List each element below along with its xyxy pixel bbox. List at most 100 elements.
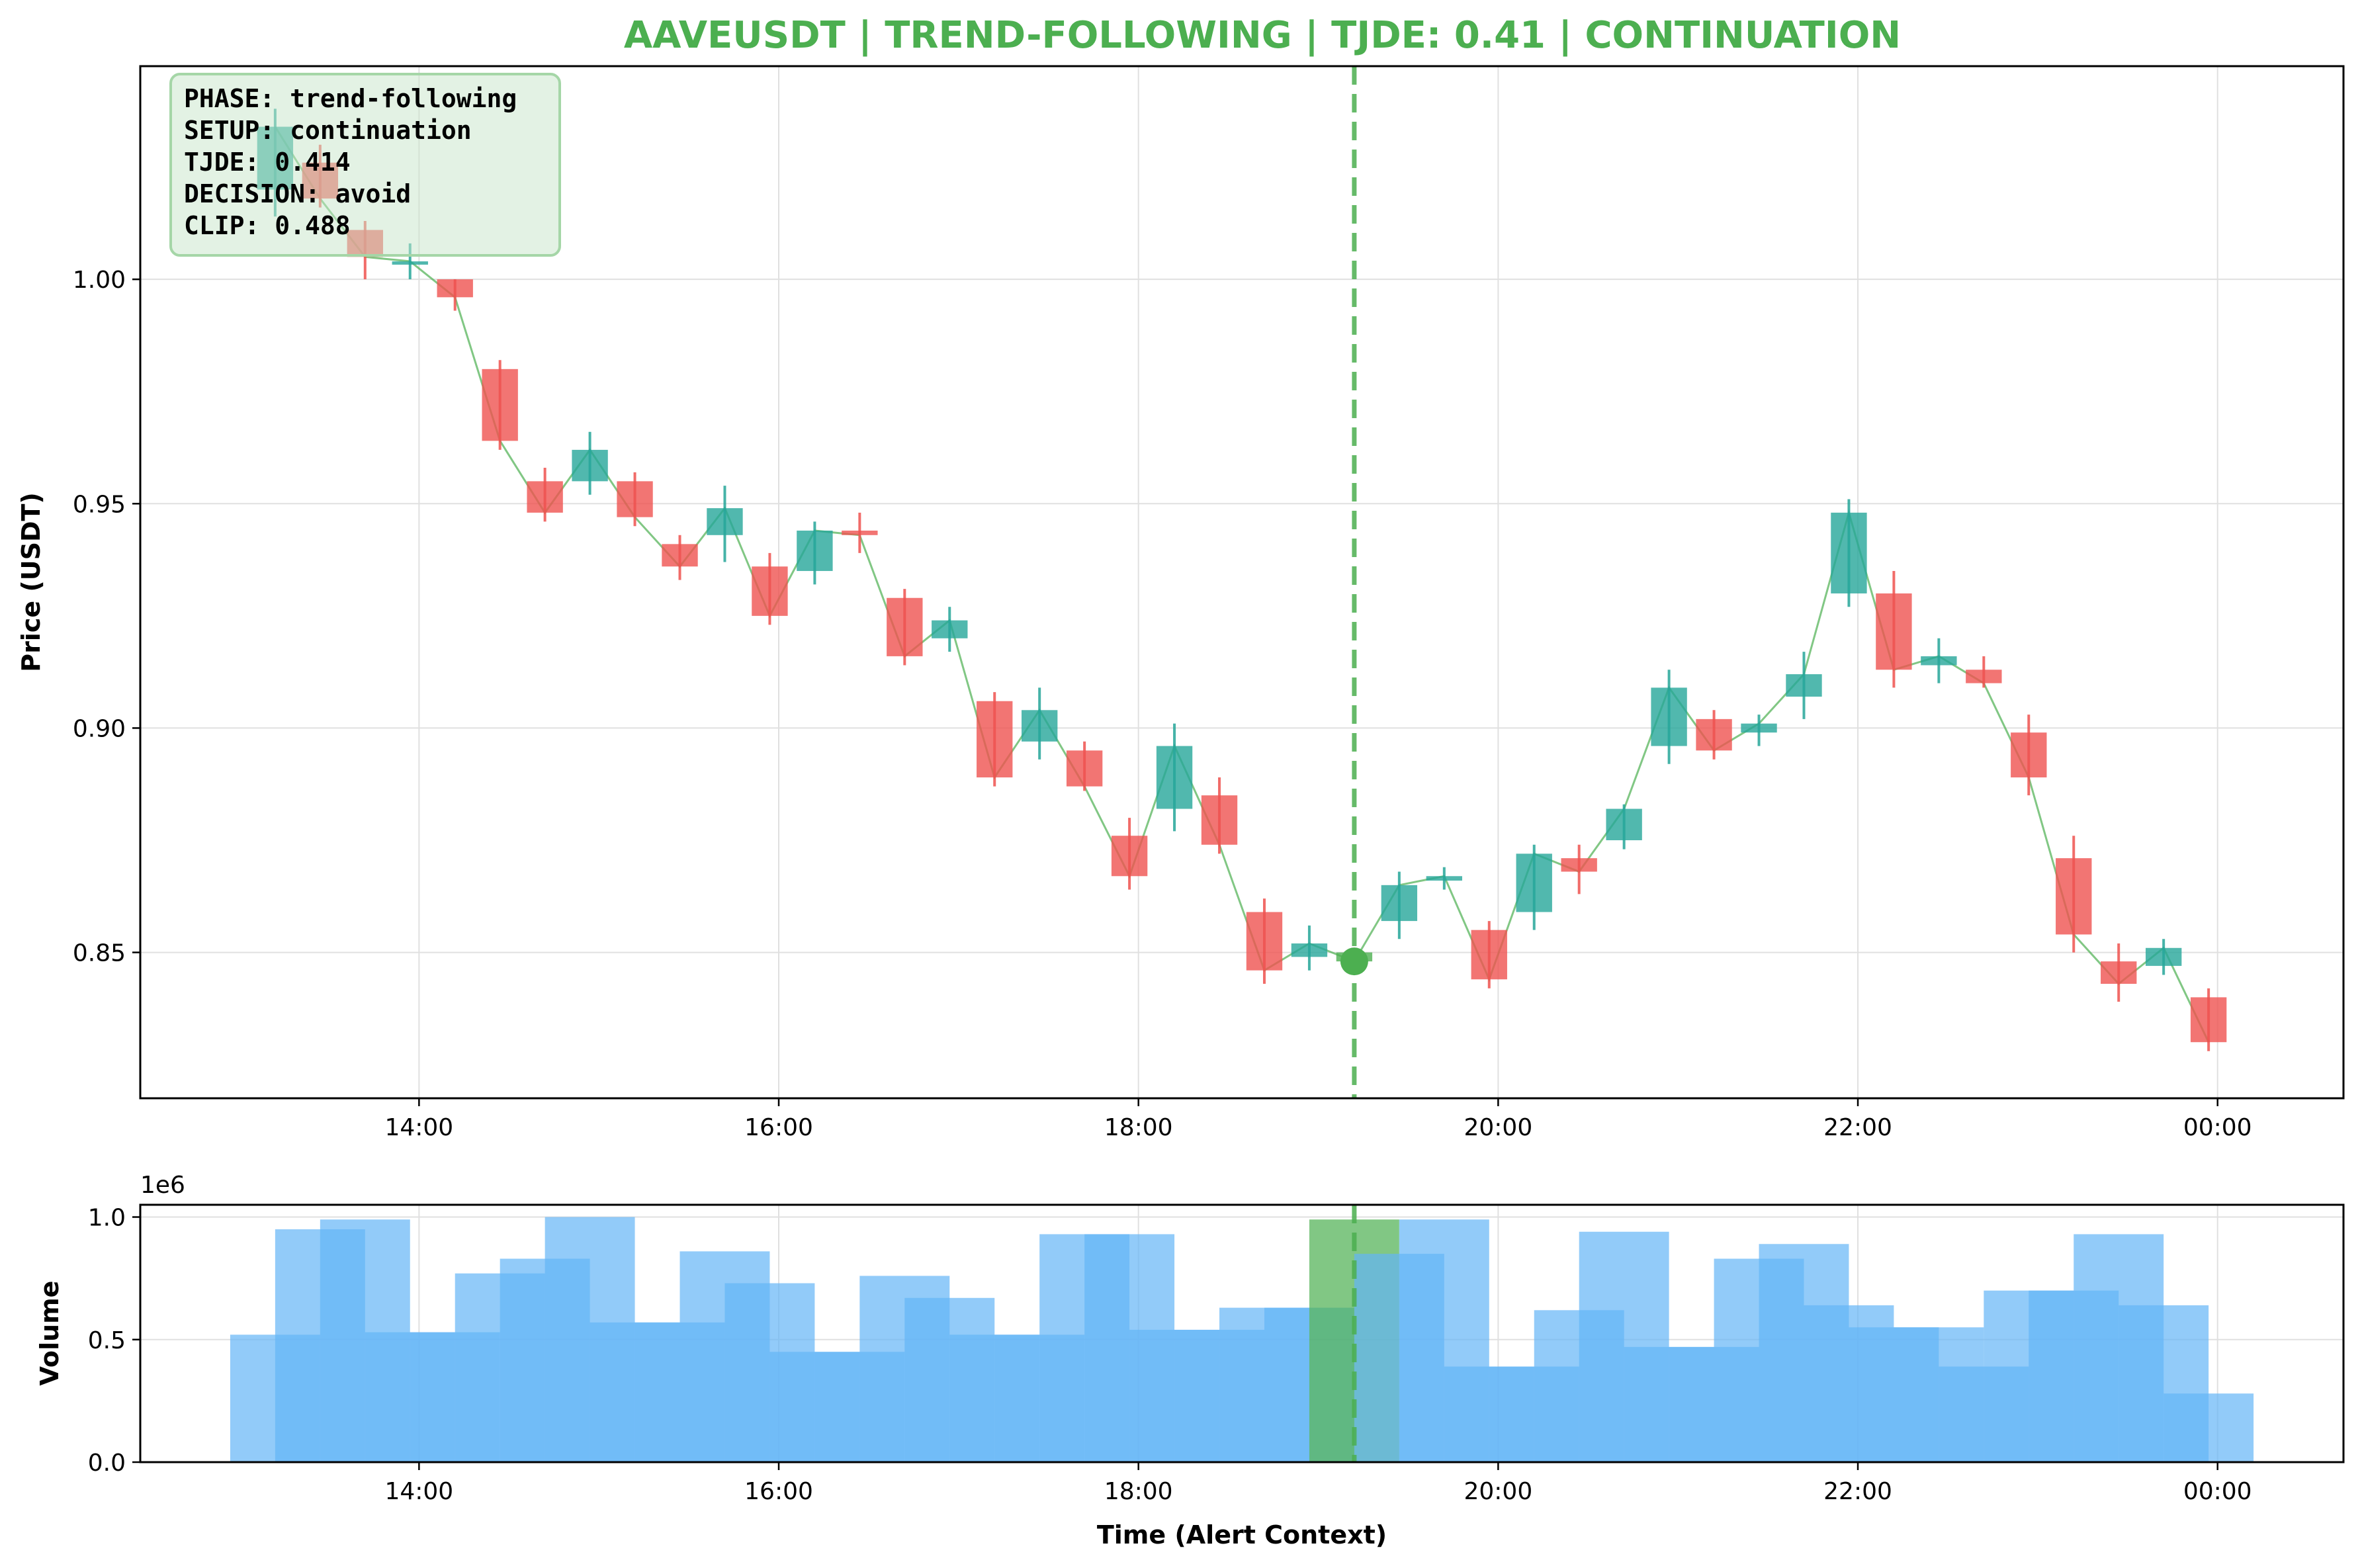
volume-bar-series bbox=[230, 1217, 2254, 1462]
price-x-tick-label: 18:00 bbox=[1104, 1114, 1173, 1141]
price-grid bbox=[140, 66, 2343, 1098]
candle-body bbox=[1696, 719, 1732, 751]
candle bbox=[2101, 943, 2137, 1002]
price-y-tick-label: 0.90 bbox=[73, 715, 126, 742]
candle bbox=[1831, 499, 1867, 607]
info-phase: PHASE: trend-following bbox=[184, 84, 517, 113]
info-setup: SETUP: continuation bbox=[184, 116, 472, 145]
candle bbox=[1246, 898, 1283, 984]
candle-body bbox=[392, 261, 428, 265]
price-x-ticks: 14:00 16:00 18:00 20:00 22:00 00:00 bbox=[384, 1098, 2252, 1141]
candle bbox=[842, 512, 878, 553]
candle-body bbox=[932, 620, 968, 638]
price-y-tick-label: 1.00 bbox=[73, 267, 126, 294]
candle-body bbox=[1651, 687, 1687, 746]
candle-body bbox=[1022, 710, 1058, 742]
candle-body bbox=[1156, 746, 1193, 809]
candle-body bbox=[1966, 670, 2002, 683]
candle bbox=[1741, 715, 1777, 746]
candle-body bbox=[707, 508, 743, 535]
candle-body bbox=[1786, 674, 1822, 697]
volume-x-tick-label: 14:00 bbox=[384, 1478, 453, 1505]
candle bbox=[1291, 925, 1328, 971]
candle bbox=[1696, 710, 1732, 760]
volume-scale-label: 1e6 bbox=[140, 1172, 185, 1199]
candle bbox=[2011, 715, 2047, 796]
volume-y-ticks: 0.0 0.5 1.0 bbox=[88, 1205, 140, 1477]
candle-body bbox=[527, 481, 563, 513]
candle bbox=[437, 279, 473, 311]
candle bbox=[1921, 638, 1957, 683]
candle-body bbox=[617, 481, 653, 517]
candle bbox=[482, 360, 518, 450]
candle-body bbox=[1471, 930, 1507, 980]
candle bbox=[1201, 777, 1238, 854]
price-y-tick-label: 0.85 bbox=[73, 940, 126, 967]
candle-body bbox=[1246, 912, 1283, 971]
candle-body bbox=[2011, 732, 2047, 778]
volume-panel: 0.0 0.5 1.0 14:00 16:00 18:00 20:00 22:00 00:00… bbox=[35, 1172, 2345, 1549]
candle bbox=[572, 431, 608, 495]
candle bbox=[1651, 670, 1687, 764]
candle bbox=[1516, 844, 1552, 930]
candle-body bbox=[1606, 808, 1642, 840]
candle bbox=[1471, 921, 1507, 988]
volume-x-tick-label: 22:00 bbox=[1823, 1478, 1892, 1505]
candle-body bbox=[1066, 750, 1103, 787]
candle bbox=[617, 472, 653, 527]
info-clip: CLIP: 0.488 bbox=[184, 211, 351, 240]
candle-body bbox=[2101, 961, 2137, 984]
candle-body bbox=[1381, 885, 1418, 922]
volume-y-tick-label: 0.5 bbox=[88, 1327, 126, 1354]
candle bbox=[2056, 836, 2092, 953]
candle-body bbox=[1561, 858, 1597, 872]
candle-body bbox=[1876, 593, 1912, 670]
candle-body bbox=[1111, 836, 1148, 877]
chart-title: AAVEUSDT | TREND-FOLLOWING | TJDE: 0.41 … bbox=[624, 14, 1901, 57]
volume-y-axis-label: Volume bbox=[35, 1281, 64, 1386]
candle-body bbox=[1291, 943, 1328, 957]
candle bbox=[2190, 988, 2227, 1051]
candle-body bbox=[662, 544, 698, 567]
alert-marker bbox=[1340, 66, 1368, 1098]
candle bbox=[1966, 656, 2002, 688]
candle bbox=[1156, 723, 1193, 832]
info-box: PHASE: trend-following SETUP: continuati… bbox=[169, 73, 561, 257]
candle bbox=[1786, 652, 1822, 719]
candle-body bbox=[2190, 997, 2227, 1043]
price-plot-frame bbox=[139, 65, 2345, 1100]
candle-body bbox=[977, 701, 1013, 778]
volume-x-tick-label: 18:00 bbox=[1104, 1478, 1173, 1505]
candle bbox=[662, 535, 698, 580]
candle bbox=[1022, 687, 1058, 760]
candle bbox=[527, 468, 563, 522]
candle-body bbox=[482, 369, 518, 441]
price-y-ticks: 0.85 0.90 0.95 1.00 bbox=[73, 267, 140, 967]
candle bbox=[1606, 804, 1642, 849]
candle-body bbox=[1426, 876, 1462, 881]
candle-body bbox=[1741, 723, 1777, 733]
price-panel: 0.85 0.90 0.95 1.00 14:00 16:00 18:00 20:00 22:… bbox=[17, 65, 2345, 1141]
price-x-tick-label: 22:00 bbox=[1823, 1114, 1892, 1141]
volume-x-tick-label: 00:00 bbox=[2183, 1478, 2252, 1505]
info-tjde: TJDE: 0.414 bbox=[184, 148, 351, 177]
candle bbox=[1111, 818, 1148, 890]
candle-body bbox=[1516, 853, 1552, 912]
candle bbox=[707, 486, 743, 562]
candle bbox=[977, 692, 1013, 787]
price-x-tick-label: 16:00 bbox=[744, 1114, 813, 1141]
volume-x-tick-label: 20:00 bbox=[1464, 1478, 1532, 1505]
candle-body bbox=[1831, 512, 1867, 593]
volume-x-ticks: 14:00 16:00 18:00 20:00 22:00 00:00 bbox=[384, 1462, 2252, 1505]
candle-body bbox=[842, 531, 878, 535]
info-decision: DECISION: avoid bbox=[184, 179, 411, 208]
candle-body bbox=[887, 597, 923, 656]
candle bbox=[1561, 844, 1597, 894]
candle bbox=[1066, 741, 1103, 791]
volume-x-axis-label: Time (Alert Context) bbox=[1097, 1520, 1387, 1549]
candle-body bbox=[437, 279, 473, 298]
candlestick-series bbox=[257, 109, 2227, 1051]
candle bbox=[887, 589, 923, 666]
candle-body bbox=[752, 566, 788, 616]
